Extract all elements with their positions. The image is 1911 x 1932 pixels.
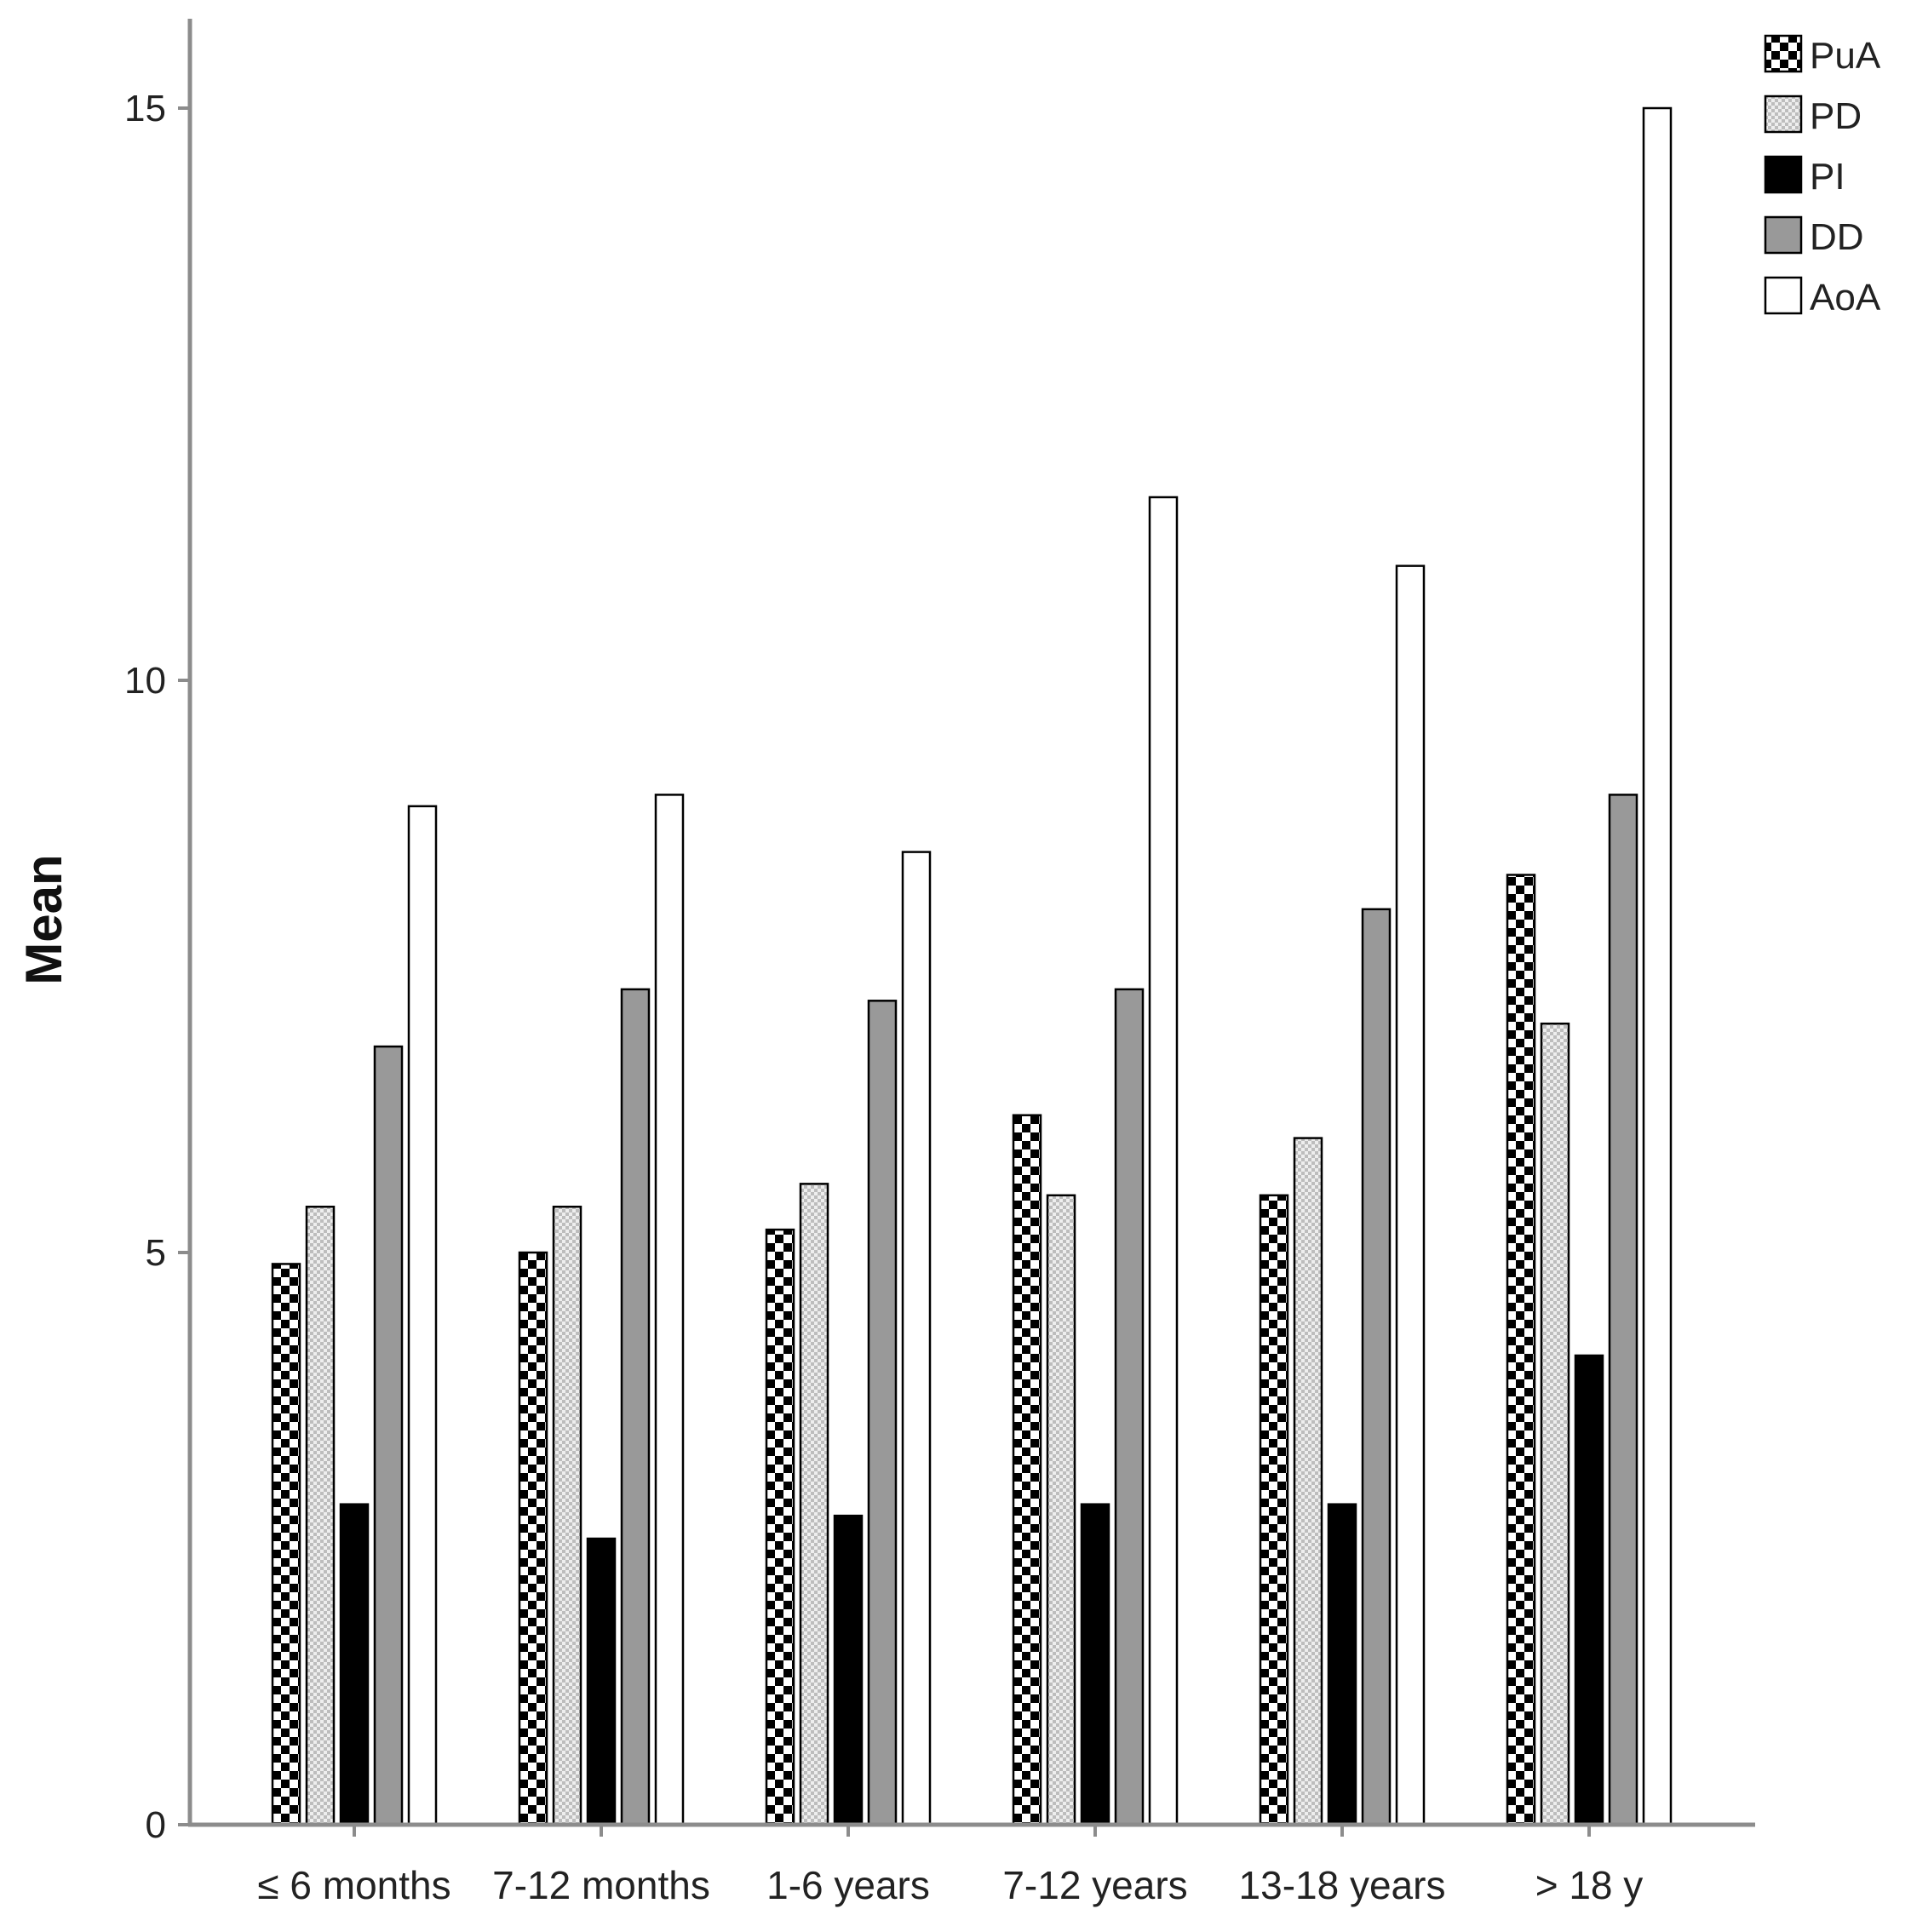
y-tick-label: 0: [146, 1804, 166, 1846]
bar-pd-6-months: [305, 1205, 336, 1826]
legend-label-pi: PI: [1810, 156, 1845, 198]
bar-pua-6-months: [271, 1263, 301, 1826]
y-axis-ticks: 0 5 10 15: [124, 88, 190, 1846]
x-tick-label: > 18 y: [1535, 1863, 1644, 1907]
y-axis-label: Mean: [15, 854, 72, 984]
bar-pi-7-12-months: [586, 1537, 617, 1826]
bar-pd-18-y: [1540, 1022, 1570, 1826]
legend: PuA PD PI DD AoA: [1764, 34, 1881, 318]
x-tick-label: 7-12 months: [492, 1863, 710, 1907]
bars: [271, 106, 1673, 1826]
bar-pd-7-12-months: [552, 1205, 582, 1826]
legend-swatch-pua: [1764, 34, 1803, 73]
bar-pd-1-6-years: [799, 1183, 829, 1826]
bar-aoa-18-y: [1642, 106, 1673, 1826]
bar-pua-7-12-years: [1012, 1114, 1042, 1826]
bar-aoa-6-months: [407, 805, 438, 1826]
x-tick-label: 13-18 years: [1239, 1863, 1446, 1907]
x-tick-label: ≤ 6 months: [257, 1863, 450, 1907]
bar-dd-1-6-years: [867, 1000, 898, 1826]
bar-aoa-1-6-years: [901, 851, 932, 1826]
bar-dd-18-y: [1608, 794, 1638, 1826]
legend-label-pd: PD: [1810, 95, 1862, 137]
x-tick-label: 7-12 years: [1002, 1863, 1187, 1907]
x-axis-ticks: ≤ 6 months 7-12 months 1-6 years 7-12 years…: [257, 1825, 1643, 1907]
bar-pd-13-18-years: [1293, 1137, 1323, 1826]
bar-pi-6-months: [339, 1503, 370, 1826]
x-tick-label: 1-6 years: [766, 1863, 930, 1907]
bar-dd-6-months: [373, 1045, 404, 1826]
bar-pua-13-18-years: [1259, 1194, 1289, 1826]
bar-pua-7-12-months: [518, 1251, 548, 1826]
bar-pi-18-y: [1574, 1354, 1604, 1826]
y-tick-label: 10: [124, 660, 166, 702]
bar-pi-13-18-years: [1327, 1503, 1357, 1826]
bar-pi-1-6-years: [833, 1514, 864, 1826]
bar-pua-18-y: [1506, 874, 1536, 1826]
legend-swatch-dd: [1764, 215, 1803, 255]
legend-swatch-aoa: [1764, 276, 1803, 315]
bar-aoa-13-18-years: [1395, 565, 1426, 1826]
bar-pua-1-6-years: [765, 1228, 795, 1826]
legend-label-pua: PuA: [1810, 35, 1881, 77]
bar-aoa-7-12-months: [654, 794, 685, 1826]
y-tick-label: 15: [124, 88, 166, 129]
bar-dd-7-12-years: [1114, 988, 1145, 1826]
legend-swatch-pd: [1764, 95, 1803, 134]
y-tick-label: 5: [146, 1232, 166, 1274]
legend-label-dd: DD: [1810, 216, 1864, 258]
legend-swatch-pi: [1764, 155, 1803, 194]
bar-dd-7-12-months: [620, 988, 651, 1826]
bar-pi-7-12-years: [1080, 1503, 1110, 1826]
bar-aoa-7-12-years: [1148, 496, 1179, 1826]
bar-dd-13-18-years: [1361, 908, 1392, 1826]
legend-label-aoa: AoA: [1810, 277, 1881, 318]
bar-pd-7-12-years: [1046, 1194, 1076, 1826]
